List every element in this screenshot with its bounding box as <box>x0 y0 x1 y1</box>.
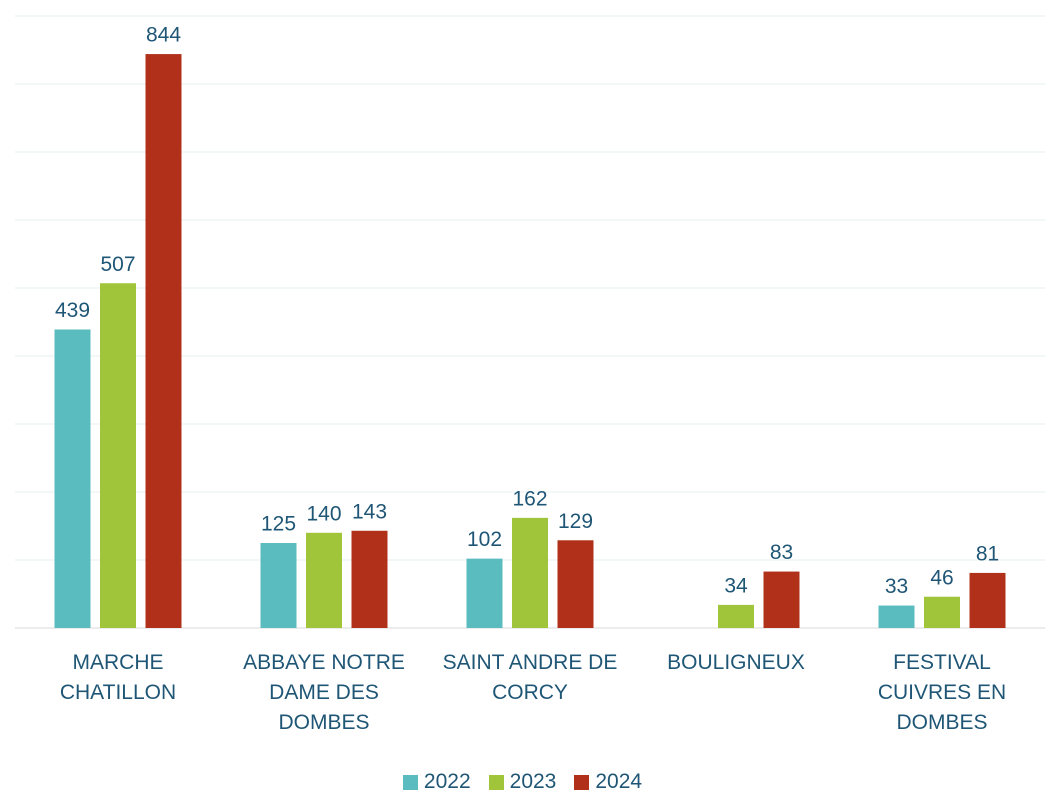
legend-item: 2023 <box>488 770 557 794</box>
legend-swatch <box>574 774 590 790</box>
x-tick-label: SAINT ANDRE DE CORCY <box>442 651 618 704</box>
x-tick-label: BOULIGNEUX <box>667 651 805 674</box>
bar <box>466 558 503 628</box>
bar <box>306 532 342 628</box>
bar <box>54 329 91 628</box>
value-label: 46 <box>930 566 953 589</box>
bar <box>969 572 1006 628</box>
legend-label: 2024 <box>595 770 643 793</box>
x-tick-label: FESTIVAL CUIVRES EN DOMBES <box>877 651 1007 734</box>
value-label: 143 <box>352 500 387 523</box>
bar <box>260 543 297 628</box>
bar <box>145 54 182 628</box>
value-label: 34 <box>724 574 748 597</box>
legend-swatch <box>402 774 418 790</box>
value-label: 129 <box>558 510 593 533</box>
value-label: 844 <box>146 24 181 47</box>
bar <box>878 605 915 628</box>
legend-item: 2024 <box>574 770 642 794</box>
legend-label: 2023 <box>509 770 557 793</box>
x-tick-label: MARCHE CHATILLON <box>59 651 177 704</box>
bar <box>351 530 388 628</box>
bar <box>557 540 594 628</box>
value-label: 33 <box>885 575 908 598</box>
value-label: 83 <box>770 541 793 564</box>
bar <box>763 571 800 628</box>
value-label: 102 <box>467 528 502 551</box>
legend: 2022 2023 2024 <box>0 770 1045 794</box>
value-label: 162 <box>512 487 547 510</box>
value-label: 81 <box>976 542 999 565</box>
bar <box>512 517 548 628</box>
bar <box>100 283 136 628</box>
legend-item: 2022 <box>402 770 471 794</box>
value-label: 507 <box>100 253 135 276</box>
legend-label: 2022 <box>423 770 471 793</box>
bar <box>924 596 960 628</box>
value-label: 140 <box>306 502 341 525</box>
x-tick-label: ABBAYE NOTRE DAME DES DOMBES <box>243 651 405 734</box>
value-label: 125 <box>261 513 296 536</box>
bar <box>718 604 754 628</box>
legend-swatch <box>488 774 504 790</box>
value-label: 439 <box>55 299 90 322</box>
